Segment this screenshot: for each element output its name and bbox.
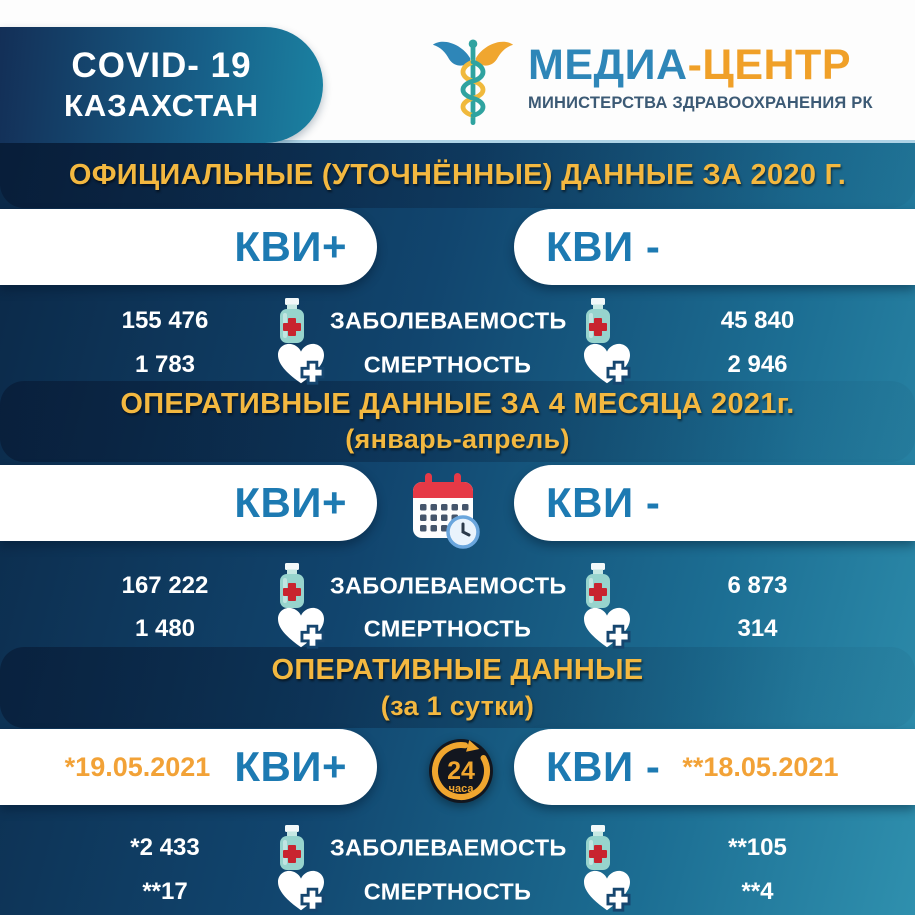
- section2-subtitle: (январь-апрель): [345, 424, 570, 454]
- section1-morbidity-row: 155 476 ЗАБОЛЕВАЕМОСТЬ 45 840: [0, 298, 915, 344]
- kvi-minus-label: КВИ -: [546, 743, 661, 790]
- badge-country: КАЗАХСТАН: [64, 87, 259, 123]
- section2-morbidity-row: 167 222 ЗАБОЛЕВАЕМОСТЬ 6 873: [0, 563, 915, 609]
- kvi-plus-value: *2 433: [130, 834, 200, 861]
- section1-header-band: [0, 143, 915, 208]
- kvi-minus-label: КВИ -: [546, 223, 661, 270]
- kvi-plus-label: КВИ+: [234, 479, 347, 526]
- section2-kvi-plus-bar: КВИ+: [0, 465, 377, 541]
- 24-hours-number: 24: [447, 757, 475, 785]
- row-label: СМЕРТНОСТЬ: [363, 351, 532, 378]
- section2-mortality-row: 1 480 СМЕРТНОСТЬ 314: [0, 606, 915, 652]
- logo-text-block: МЕДИА-ЦЕНТР МИНИСТЕРСТВА ЗДРАВООХРАНЕНИЯ…: [528, 34, 873, 113]
- kvi-plus-value: 155 476: [121, 307, 209, 334]
- section3-kvi-plus-bar: *19.05.2021 КВИ+: [0, 729, 377, 805]
- section1-kvi-plus-bar: КВИ+: [0, 209, 377, 285]
- covid-country-badge: COVID- 19 КАЗАХСТАН: [0, 27, 323, 143]
- kvi-minus-value: **4: [741, 878, 774, 905]
- kvi-plus-label: КВИ+: [234, 743, 347, 790]
- row-label: ЗАБОЛЕВАЕМОСТЬ: [330, 572, 567, 599]
- kvi-plus-value: 1 480: [134, 615, 196, 642]
- heart-plus-icon: [274, 606, 328, 652]
- medicine-bottle-icon: [580, 562, 616, 610]
- kvi-minus-value: 314: [737, 615, 778, 642]
- section2-title: ОПЕРАТИВНЫЕ ДАННЫЕ ЗА 4 МЕСЯЦА 2021г.: [120, 388, 795, 420]
- row-label: ЗАБОЛЕВАЕМОСТЬ: [330, 307, 567, 334]
- 24-hours-caption: часа: [449, 783, 475, 795]
- row-label: ЗАБОЛЕВАЕМОСТЬ: [330, 834, 567, 861]
- section3-title: ОПЕРАТИВНЫЕ ДАННЫЕ: [271, 654, 644, 686]
- section1-mortality-row: 1 783 СМЕРТНОСТЬ 2 946: [0, 342, 915, 388]
- section3-mortality-row: **17 СМЕРТНОСТЬ **4: [0, 869, 915, 915]
- report-date-minus: **18.05.2021: [682, 751, 839, 782]
- heart-plus-icon: [580, 342, 634, 388]
- kvi-plus-value: **17: [142, 878, 188, 905]
- logo-title-center: -ЦЕНТР: [687, 41, 852, 89]
- kvi-minus-value: 6 873: [727, 572, 788, 599]
- section3-subtitle: (за 1 сутки): [380, 691, 535, 721]
- heart-plus-icon: [274, 869, 328, 915]
- kvi-minus-value: 45 840: [720, 307, 795, 334]
- badge-title: COVID- 19: [71, 46, 252, 86]
- row-label: СМЕРТНОСТЬ: [363, 878, 532, 905]
- medicine-bottle-icon: [580, 297, 616, 345]
- calendar-clock-icon: [410, 470, 482, 550]
- section1-kvi-minus-bar: КВИ -: [514, 209, 915, 285]
- section1-title: ОФИЦИАЛЬНЫЕ (УТОЧНЁННЫЕ) ДАННЫЕ ЗА 2020 …: [68, 159, 847, 191]
- kvi-plus-label: КВИ+: [234, 223, 347, 270]
- media-center-logo: МЕДИА-ЦЕНТР МИНИСТЕРСТВА ЗДРАВООХРАНЕНИЯ…: [430, 34, 873, 132]
- medicine-bottle-icon: [274, 297, 310, 345]
- kvi-minus-value: **105: [728, 834, 787, 861]
- medicine-bottle-icon: [580, 824, 616, 872]
- header: COVID- 19 КАЗАХСТАН МЕДИА-ЦЕНТР МИНИСТЕР…: [0, 0, 915, 143]
- heart-plus-icon: [580, 606, 634, 652]
- heart-plus-icon: [274, 342, 328, 388]
- kvi-plus-value: 167 222: [121, 572, 209, 599]
- kvi-minus-label: КВИ -: [546, 479, 661, 526]
- logo-title-media: МЕДИА: [528, 41, 688, 89]
- caduceus-icon: [430, 34, 516, 132]
- report-date-plus: *19.05.2021: [64, 751, 211, 782]
- kvi-minus-value: 2 946: [727, 351, 788, 378]
- section3-header-band: [0, 647, 915, 728]
- section2-header-band: [0, 381, 915, 462]
- heart-plus-icon: [580, 869, 634, 915]
- kvi-plus-value: 1 783: [134, 351, 196, 378]
- row-label: СМЕРТНОСТЬ: [363, 615, 532, 642]
- logo-subtitle: МИНИСТЕРСТВА ЗДРАВООХРАНЕНИЯ РК: [528, 94, 873, 112]
- content-area: ОФИЦИАЛЬНЫЕ (УТОЧНЁННЫЕ) ДАННЫЕ ЗА 2020 …: [0, 143, 915, 915]
- logo-title: МЕДИА-ЦЕНТР: [528, 44, 873, 87]
- section3-morbidity-row: *2 433 ЗАБОЛЕВАЕМОСТЬ **105: [0, 825, 915, 871]
- 24-hours-icon: 24 часа: [429, 739, 493, 803]
- medicine-bottle-icon: [274, 824, 310, 872]
- medicine-bottle-icon: [274, 562, 310, 610]
- section2-kvi-minus-bar: КВИ -: [514, 465, 915, 541]
- section3-kvi-minus-bar: КВИ - **18.05.2021: [514, 729, 915, 805]
